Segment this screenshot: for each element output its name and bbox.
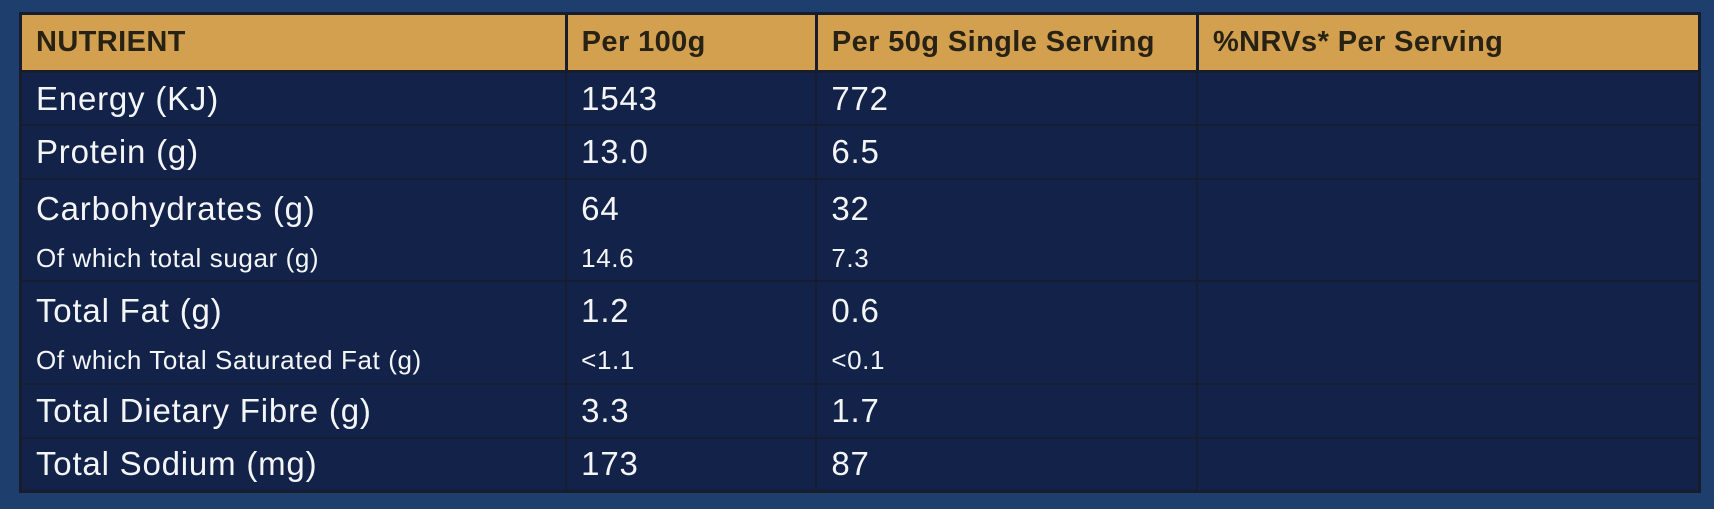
- table-body: Energy (KJ) 1543 772 Protein (g) 13.0 6.5 Carb…: [20, 71, 1700, 493]
- cell-nutrient: Total Sodium (mg): [20, 437, 568, 493]
- table-header: NUTRIENT Per 100g Per 50g Single Serving…: [19, 12, 1702, 73]
- cell-sub-value: <0.1: [831, 345, 886, 376]
- cell-nutrient: Protein (g): [20, 125, 568, 181]
- cell-value: Protein (g): [36, 133, 199, 171]
- table-row: Total Dietary Fibre (g) 3.3 1.7: [20, 383, 1700, 439]
- col-header-nrv-per-serving: %NRVs* Per Serving: [1195, 12, 1702, 73]
- cell-value: 173: [581, 445, 639, 483]
- cell-per100: 13.0: [566, 125, 818, 181]
- cell-sub-value: 7.3: [831, 242, 870, 273]
- cell-per100: 1543: [566, 71, 818, 127]
- cell-value: Carbohydrates (g): [36, 189, 316, 227]
- cell-per100: 173: [566, 437, 818, 493]
- table-row: Protein (g) 13.0 6.5: [20, 125, 1700, 181]
- cell-nutrient: Total Fat (g) Of which Total Saturated Fa…: [20, 281, 568, 385]
- cell-per50: 772: [816, 71, 1199, 127]
- cell-nrv: [1197, 437, 1700, 493]
- cell-nrv: [1197, 281, 1700, 385]
- cell-sub-value: Of which total sugar (g): [36, 242, 320, 273]
- cell-value: Total Sodium (mg): [36, 445, 318, 483]
- cell-per50: 1.7: [816, 383, 1199, 439]
- cell-per100: 1.2 <1.1: [566, 281, 818, 385]
- cell-value: Total Dietary Fibre (g): [36, 391, 372, 429]
- col-header-per-50g-serving: Per 50g Single Serving: [814, 12, 1199, 73]
- cell-sub-value: 14.6: [581, 242, 635, 273]
- nutrition-table: NUTRIENT Per 100g Per 50g Single Serving…: [19, 12, 1702, 493]
- cell-value: 6.5: [831, 133, 880, 171]
- cell-value: [1212, 283, 1692, 339]
- cell-value: 0.6: [831, 292, 880, 330]
- table-row: Carbohydrates (g) Of which total sugar (g…: [20, 179, 1700, 283]
- cell-value: 1.2: [581, 292, 630, 330]
- table-row: Energy (KJ) 1543 772: [20, 71, 1700, 127]
- cell-value: Energy (KJ): [36, 79, 220, 117]
- cell-nrv: [1197, 179, 1700, 283]
- cell-value: 1.7: [831, 391, 880, 429]
- cell-value: 1543: [581, 79, 658, 117]
- table-row: Total Sodium (mg) 173 87: [20, 437, 1700, 493]
- cell-nutrient: Total Dietary Fibre (g): [20, 383, 568, 439]
- cell-nutrient: Energy (KJ): [20, 71, 568, 127]
- cell-nrv: [1197, 71, 1700, 127]
- cell-value: 32: [831, 189, 870, 227]
- cell-sub-value: Of which Total Saturated Fat (g): [36, 345, 422, 376]
- cell-value: Total Fat (g): [36, 292, 223, 330]
- cell-value: 3.3: [581, 391, 630, 429]
- cell-per50: 6.5: [816, 125, 1199, 181]
- col-header-nutrient: NUTRIENT: [19, 12, 568, 73]
- cell-value: 87: [831, 445, 870, 483]
- cell-per50: 32 7.3: [816, 179, 1199, 283]
- cell-nrv: [1197, 383, 1700, 439]
- cell-per50: 87: [816, 437, 1199, 493]
- cell-sub-value: <1.1: [581, 345, 635, 376]
- header-row: NUTRIENT Per 100g Per 50g Single Serving…: [19, 12, 1702, 73]
- cell-sub-value: [1212, 237, 1692, 280]
- cell-per50: 0.6 <0.1: [816, 281, 1199, 385]
- cell-per100: 64 14.6: [566, 179, 818, 283]
- cell-value: 772: [831, 79, 889, 117]
- cell-per100: 3.3: [566, 383, 818, 439]
- cell-value: 13.0: [581, 133, 649, 171]
- cell-sub-value: [1212, 339, 1692, 382]
- cell-nrv: [1197, 125, 1700, 181]
- table-row: Total Fat (g) Of which Total Saturated Fa…: [20, 281, 1700, 385]
- cell-value: 64: [581, 189, 620, 227]
- cell-nutrient: Carbohydrates (g) Of which total sugar (g…: [20, 179, 568, 283]
- col-header-per-100g: Per 100g: [564, 12, 818, 73]
- cell-value: [1212, 181, 1692, 237]
